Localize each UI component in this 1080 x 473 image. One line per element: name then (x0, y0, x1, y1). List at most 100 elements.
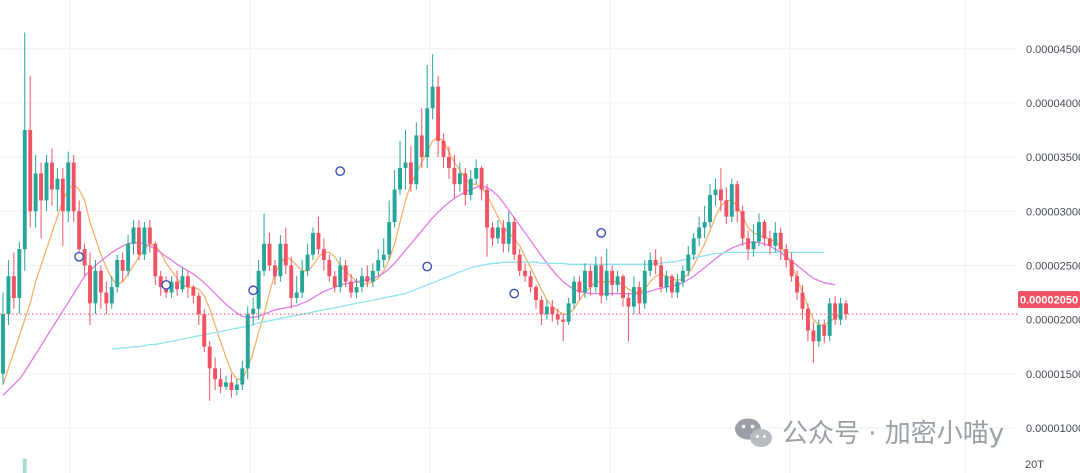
candle (11, 252, 16, 309)
candle (588, 265, 593, 296)
candle (697, 216, 702, 246)
candle-body (414, 135, 419, 185)
candle (71, 154, 76, 223)
ma-mid-line (2, 185, 836, 396)
candle (267, 232, 272, 271)
candle-body (697, 227, 702, 239)
candle (757, 213, 761, 246)
candle-body (311, 232, 315, 255)
candle-body (767, 238, 772, 246)
candle (610, 265, 615, 296)
y-tick-label: 0.00004500 (1026, 44, 1080, 56)
candle (207, 341, 212, 401)
candle-body (305, 254, 310, 271)
candle (653, 249, 658, 275)
candle (338, 256, 343, 293)
candle-body (664, 276, 669, 288)
candle-body (98, 270, 103, 293)
candle-body (539, 300, 544, 315)
candle-body (827, 303, 832, 336)
candle-body (283, 243, 288, 266)
candle (6, 260, 11, 325)
candle-body (142, 227, 147, 255)
candle (251, 297, 256, 325)
candle-body (474, 167, 479, 179)
signal-marker (596, 228, 607, 238)
candle (751, 224, 756, 257)
candle (539, 295, 544, 325)
candle-body (115, 260, 120, 288)
candle-body (191, 287, 196, 296)
candle (185, 270, 190, 298)
candle-body (550, 306, 555, 315)
candle-body (392, 189, 397, 223)
candle-body (77, 211, 82, 250)
signal-marker (161, 280, 172, 290)
candle-body (126, 243, 131, 271)
candle-body (523, 270, 528, 277)
candle (354, 278, 359, 298)
candle-body (28, 130, 33, 212)
candle-body (457, 173, 462, 185)
signal-marker (509, 288, 520, 299)
candle-body (811, 330, 816, 342)
signal-markers (74, 166, 607, 299)
candle-body (702, 222, 707, 228)
candle-body (22, 130, 27, 250)
candle (327, 254, 332, 282)
candle-body (675, 281, 680, 293)
candle (550, 300, 555, 322)
candle-body (55, 178, 60, 190)
candle (44, 154, 49, 212)
candle (381, 238, 386, 268)
candle-body (82, 249, 87, 266)
candle-body (631, 287, 636, 307)
candle (436, 75, 441, 158)
price-axis[interactable]: 0.00004500 0.00004000 0.00003500 0.00003000… (1026, 44, 1080, 435)
candle-body (501, 227, 506, 244)
candle (517, 249, 522, 277)
candle (773, 222, 778, 253)
candle-body (757, 222, 761, 242)
candle (800, 284, 805, 320)
candle-body (207, 346, 212, 369)
candle (305, 243, 310, 277)
candle (441, 133, 446, 168)
candle-body (300, 270, 305, 293)
candle (485, 184, 490, 257)
candle-body (185, 276, 190, 288)
candle-body (751, 241, 756, 250)
candle-body (365, 276, 370, 282)
candle-body (398, 167, 402, 190)
candle (359, 267, 364, 293)
candle-body (490, 227, 495, 239)
candle (729, 178, 734, 223)
candle-body (66, 162, 71, 212)
candle (234, 379, 239, 396)
candle (675, 274, 680, 298)
candle-body (93, 270, 98, 304)
candle (615, 270, 620, 293)
candle (659, 256, 664, 293)
candle-body (816, 325, 821, 342)
candle (245, 306, 250, 380)
candle (501, 219, 506, 253)
candle (735, 180, 740, 223)
candle-body (762, 222, 767, 239)
candle (365, 265, 370, 288)
candle (626, 292, 631, 342)
watermark-text: 公众号 · 加密小喵y (782, 419, 1004, 449)
candle-body (838, 303, 843, 320)
candle (528, 270, 533, 293)
candle-body (17, 249, 22, 298)
candle-body (680, 270, 685, 282)
current-price-label: 0.00002050 (1020, 295, 1078, 307)
candle-body (88, 265, 92, 304)
candle (762, 219, 767, 246)
candle-body (251, 308, 256, 315)
candle-body (169, 281, 174, 293)
candle-body (359, 276, 364, 288)
candle-body (224, 382, 228, 387)
signal-marker (422, 261, 433, 272)
candle-body (33, 173, 38, 212)
